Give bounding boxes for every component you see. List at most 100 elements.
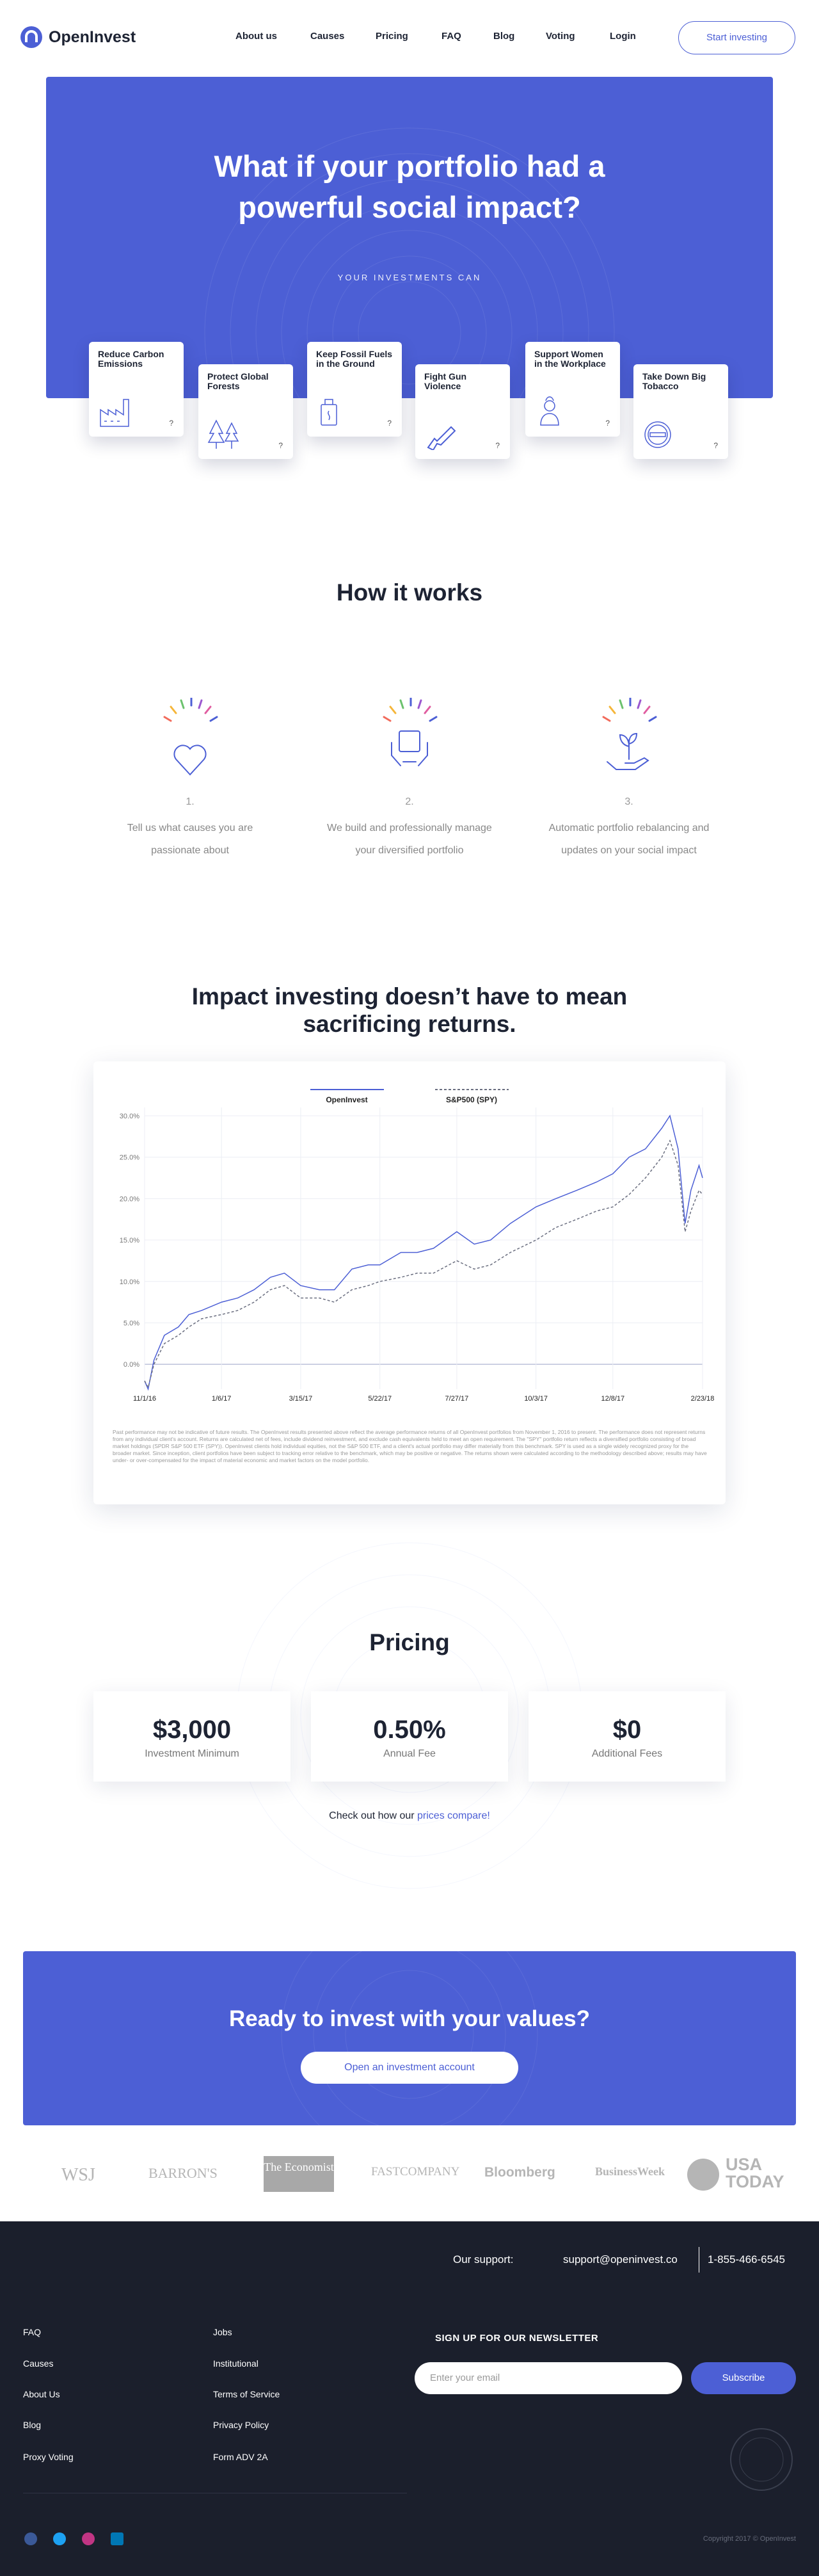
- price-value: $0: [612, 1716, 642, 1744]
- footer-link[interactable]: Form ADV 2A: [213, 2452, 268, 2462]
- help[interactable]: ?: [169, 419, 173, 428]
- title-line: Impact investing doesn’t have to mean: [191, 983, 628, 1010]
- price-card: 0.50% Annual Fee: [311, 1691, 508, 1782]
- usa-dot: [687, 2159, 719, 2191]
- press-logo: USA TODAY: [726, 2155, 784, 2191]
- badge: [730, 2428, 793, 2491]
- y-tick-label: 0.0%: [123, 1361, 139, 1369]
- email-input[interactable]: Enter your email: [415, 2362, 682, 2394]
- price-label: Investment Minimum: [145, 1748, 239, 1759]
- press-logo: The Economist: [264, 2156, 334, 2192]
- y-tick-label: 30.0%: [120, 1113, 139, 1120]
- y-tick-label: 15.0%: [120, 1237, 139, 1244]
- cta-title: Ready to invest with your values?: [228, 2006, 591, 2031]
- press-logo: BusinessWeek: [595, 2165, 665, 2178]
- help[interactable]: ?: [495, 441, 500, 450]
- y-tick-label: 20.0%: [120, 1195, 139, 1203]
- cta: Ready to invest with your values? Open a…: [23, 1951, 796, 2125]
- cause-title: Keep Fossil Fuels in the Ground: [316, 349, 393, 369]
- price-label: Additional Fees: [591, 1748, 663, 1759]
- newsletter-title: SIGN UP FOR OUR NEWSLETTER: [435, 2333, 599, 2344]
- x-tick-label: 5/22/17: [368, 1395, 392, 1403]
- nav-link[interactable]: About us: [235, 31, 277, 42]
- icon: [427, 426, 456, 450]
- footer-link[interactable]: Causes: [23, 2358, 54, 2369]
- section-title: How it works: [336, 579, 483, 606]
- x-tick-label: 3/15/17: [289, 1395, 313, 1403]
- how-step: 3. Automatic portfolio rebalancing and up…: [523, 796, 735, 862]
- cause-card[interactable]: Protect Global Forests?: [198, 364, 293, 459]
- hero-title: What if your portfolio had a powerful soc…: [46, 146, 773, 228]
- disclaimer: Past performance may not be indicative o…: [113, 1429, 707, 1463]
- footer-link[interactable]: Proxy Voting: [23, 2452, 74, 2462]
- step-number: 2.: [405, 796, 414, 807]
- footer-link[interactable]: Terms of Service: [213, 2389, 280, 2399]
- nav-link[interactable]: FAQ: [441, 31, 461, 42]
- logo-text[interactable]: OpenInvest: [49, 28, 136, 46]
- start-button[interactable]: Start investing: [678, 21, 795, 54]
- cause-card[interactable]: Support Women in the Workplace?: [525, 342, 620, 437]
- press-logo: BARRON'S: [148, 2165, 218, 2181]
- social-icons[interactable]: [23, 2531, 132, 2547]
- hero-title-line: powerful social impact?: [238, 190, 581, 224]
- how-step: 1. Tell us what causes you are passionate…: [84, 796, 296, 862]
- compare-text: Check out how our: [329, 1810, 415, 1821]
- price-card: $3,000 Investment Minimum: [93, 1691, 290, 1782]
- help[interactable]: ?: [713, 441, 718, 450]
- compare-link[interactable]: prices compare!: [417, 1810, 490, 1821]
- hero-title-line: What if your portfolio had a: [214, 149, 605, 183]
- icon: [207, 419, 239, 449]
- series-line: [144, 1139, 703, 1389]
- step-text: Tell us what causes you are passionate a…: [127, 823, 253, 856]
- how-icons: [163, 698, 657, 776]
- nav-link[interactable]: Voting: [546, 31, 575, 42]
- help[interactable]: ?: [278, 441, 283, 450]
- footer: Our support: support@openinvest.co 1-855…: [0, 2221, 819, 2576]
- step-number: 3.: [624, 796, 633, 807]
- x-tick-label: 1/6/17: [212, 1395, 232, 1403]
- footer-link[interactable]: Privacy Policy: [213, 2420, 269, 2430]
- x-tick-label: 10/3/17: [524, 1395, 548, 1403]
- cause-title: Protect Global Forests: [207, 371, 269, 391]
- cta-button[interactable]: Open an investment account: [301, 2052, 518, 2084]
- press-logo: Bloomberg: [484, 2165, 555, 2180]
- footer-link[interactable]: Blog: [23, 2420, 42, 2430]
- subscribe-button[interactable]: Subscribe: [691, 2362, 796, 2394]
- icon: [321, 399, 337, 426]
- nav-link[interactable]: Login: [610, 31, 636, 42]
- support-phone[interactable]: 1-855-466-6545: [708, 2253, 785, 2266]
- cause-card[interactable]: Keep Fossil Fuels in the Ground?: [307, 342, 402, 437]
- nav-link[interactable]: Causes: [310, 31, 345, 42]
- nav-link[interactable]: Blog: [493, 31, 515, 42]
- title-line: sacrificing returns.: [303, 1011, 516, 1037]
- price-label: Annual Fee: [383, 1748, 436, 1759]
- chart: 0.0% 5.0% 10.0% 15.0% 20.0% 25.0% 30.0% 11/1/16…: [120, 1089, 715, 1403]
- icon: [540, 396, 559, 426]
- help[interactable]: ?: [387, 419, 392, 428]
- y-tick-label: 25.0%: [120, 1154, 139, 1162]
- footer-link[interactable]: FAQ: [23, 2327, 42, 2337]
- cause-title: Support Women in the Workplace: [534, 349, 606, 369]
- section-title: Impact investing doesn’t have to mean sac…: [0, 983, 819, 1038]
- step-number: 1.: [186, 796, 195, 807]
- cause-card[interactable]: Reduce Carbon Emissions?: [89, 342, 184, 437]
- footer-link[interactable]: Institutional: [213, 2358, 258, 2369]
- price-value: 0.50%: [373, 1716, 446, 1744]
- step-text: We build and professionally manage your …: [327, 823, 492, 856]
- nav-link[interactable]: Pricing: [376, 31, 408, 42]
- support-email[interactable]: support@openinvest.co: [563, 2253, 678, 2266]
- cause-card[interactable]: Take Down Big Tobacco?: [633, 364, 728, 459]
- compare: Check out how our prices compare!: [0, 1810, 819, 1822]
- help[interactable]: ?: [605, 419, 610, 428]
- chart-card: [93, 1061, 726, 1504]
- x-tick-label: 11/1/16: [133, 1395, 156, 1403]
- copyright: Copyright 2017 © OpenInvest: [703, 2535, 796, 2543]
- hero-rings: [204, 127, 615, 398]
- logo-icon[interactable]: [19, 25, 44, 49]
- price-card: $0 Additional Fees: [529, 1691, 726, 1782]
- footer-link[interactable]: Jobs: [213, 2327, 232, 2337]
- cause-card[interactable]: Fight Gun Violence?: [415, 364, 510, 459]
- footer-link[interactable]: About Us: [23, 2389, 60, 2399]
- x-tick-label: 2/23/18: [691, 1395, 715, 1403]
